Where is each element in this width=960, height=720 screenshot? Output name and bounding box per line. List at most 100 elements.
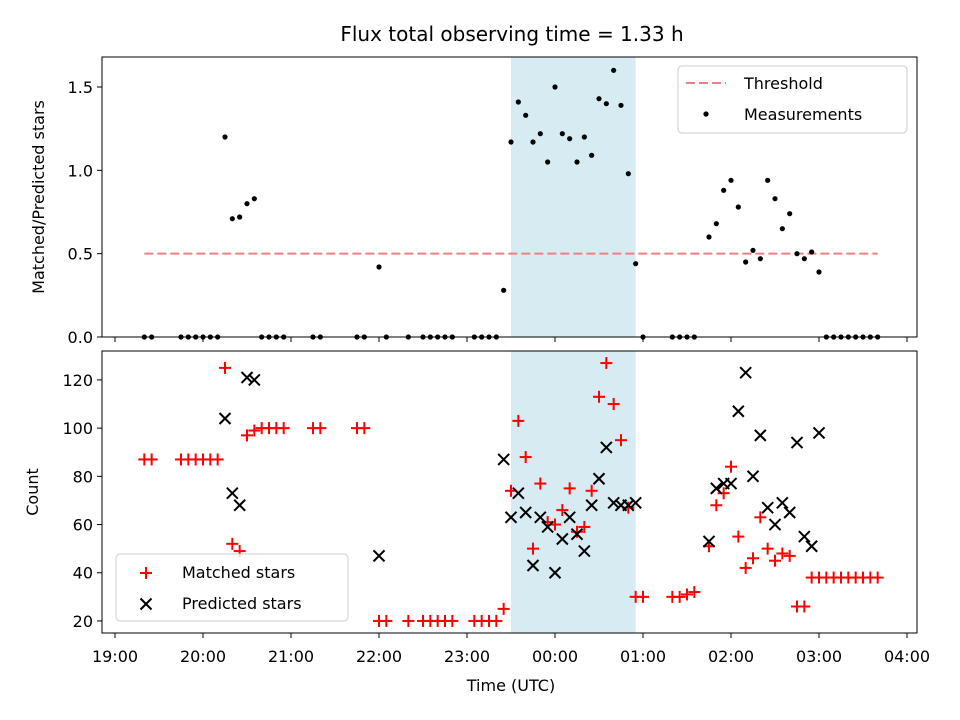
top-ytick-label-0: 0.0 [68,328,93,347]
predicted-point-2 [233,499,246,512]
legend-predicted-swatch [139,597,153,611]
predicted-point-1-b [226,486,239,500]
predicted-point-26-b [710,482,723,495]
predicted-point-33-b [761,501,774,514]
bottom-xtick-label-6: 01:00 [620,647,666,666]
matched-point-63 [747,552,759,565]
predicted-point-2-b [233,499,246,512]
matched-point-41 [556,504,569,517]
predicted-point-11-b [534,511,547,524]
matched-point-47 [600,357,613,370]
matched-point-38 [534,477,547,490]
matched-point-66 [769,554,781,567]
predicted-point-31 [746,470,760,483]
predicted-point-23-b [622,499,635,512]
measurement-point-38 [537,131,543,137]
count-points [138,357,884,627]
top-highlight-span [511,57,636,337]
predicted-point-18-b [585,499,598,512]
predicted-point-10 [526,559,540,572]
legend-predicted-label: Predicted stars [182,594,302,613]
matched-point-22 [380,614,393,627]
bottom-x-ticks: 19:00 20:00 21:00 22:00 23:00 00:00 01:00 02:00… [92,633,930,666]
predicted-point-38 [798,530,811,543]
measurement-point-8 [222,134,228,140]
measurement-point-41 [559,131,565,137]
bottom-highlight-span [511,351,636,633]
measurement-point-64 [757,256,763,262]
predicted-point-13-b [548,566,562,579]
matched-point-62 [739,561,752,574]
top-axes-frame [101,56,918,338]
predicted-point-1 [226,486,239,500]
legend-threshold-label: Threshold [743,74,823,93]
matched-point-33 [497,602,510,615]
measurement-point-66 [772,196,778,202]
legend-matched-label: Matched stars [182,563,295,582]
measurement-point-68 [787,211,793,217]
measurement-point-63 [750,247,756,253]
measurement-point-39 [545,159,551,165]
matched-point-59 [717,487,730,500]
predicted-point-16-b [570,527,584,541]
predicted-point-16 [570,527,584,541]
top-ytick-label-1: 0.5 [68,245,93,264]
measurement-point-36 [523,112,529,118]
predicted-point-21 [607,496,620,510]
matched-point-1 [145,453,158,466]
measurement-point-50 [625,171,631,177]
measurement-point-21 [376,264,382,270]
matched-point-55 [681,588,693,601]
top-ytick-label-2: 1.0 [68,161,93,180]
predicted-point-24 [629,496,642,510]
measurement-point-72 [816,269,822,275]
matched-point-54 [673,590,686,603]
matched-point-58 [710,499,723,512]
legend-measurements-label: Measurements [744,105,862,124]
measurement-point-9 [229,216,235,222]
matched-point-12 [248,424,261,437]
predicted-point-33 [761,501,774,514]
matched-point-46 [593,390,605,403]
predicted-point-40-b [812,426,826,440]
measurement-point-71 [809,249,815,255]
predicted-point-4-b [248,373,261,387]
predicted-point-30-b [739,366,752,379]
predicted-point-24-b [629,496,642,510]
bottom-xtick-label-2: 21:00 [268,647,314,666]
measurement-point-69 [794,251,800,257]
matched-point-67 [776,547,789,560]
predicted-point-5-b [372,549,386,563]
bottom-panel: 20 40 60 80 100 120 19:00 20:00 21:00 22:00 23:00… [23,350,930,695]
matched-point-16 [277,422,290,435]
predicted-point-29-b [732,405,745,418]
predicted-point-12 [541,520,554,534]
legend-measurements-swatch [703,111,709,117]
predicted-point-36 [783,506,796,519]
predicted-point-37 [790,436,804,449]
predicted-point-32-b [754,429,767,442]
measurement-point-57 [706,234,712,240]
measurement-point-45 [589,152,595,158]
measurement-point-33 [501,287,507,293]
predicted-point-25-b [702,535,716,548]
bottom-xtick-label-3: 22:00 [356,647,402,666]
measurement-point-35 [515,99,521,105]
matched-point-36 [519,451,532,464]
bottom-xtick-label-0: 19:00 [92,647,138,666]
legend-matched-swatch [140,567,152,579]
predicted-point-14-b [556,532,569,546]
predicted-point-26 [710,482,723,495]
predicted-point-4 [248,373,261,387]
measurement-point-49 [618,102,624,108]
top-x-ticks [114,337,908,342]
measurement-point-10 [237,214,243,220]
predicted-point-30 [739,366,752,379]
predicted-point-19-b [592,472,606,485]
bottom-legend-box [115,553,349,622]
measurement-point-65 [765,177,771,183]
measurement-point-40 [552,84,558,90]
top-y-axis-label: Matched/Predicted stars [29,100,48,294]
matched-point-61 [732,530,745,543]
